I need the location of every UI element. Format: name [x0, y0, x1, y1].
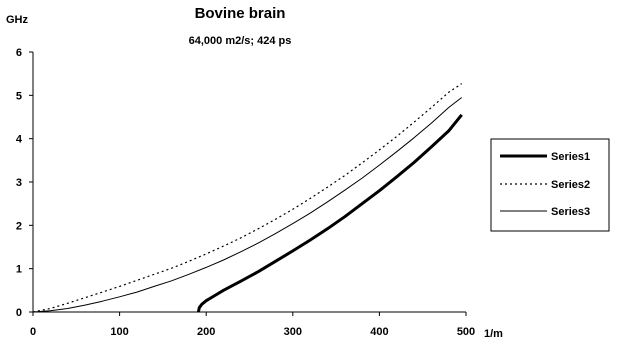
y-tick-label: 3	[16, 177, 22, 189]
x-tick-label: 500	[457, 326, 475, 338]
legend-label-series2: Series2	[551, 179, 590, 191]
y-tick-label: 5	[16, 90, 22, 102]
x-tick-label: 300	[284, 326, 302, 338]
y-tick-label: 4	[16, 134, 23, 146]
y-axis-label: GHz	[6, 14, 29, 26]
x-tick-label: 100	[110, 326, 128, 338]
chart-title: Bovine brain	[195, 5, 286, 22]
x-tick-label: 0	[30, 326, 36, 338]
legend-label-series1: Series1	[551, 151, 590, 163]
x-axis-label: 1/m	[484, 328, 503, 340]
y-tick-label: 1	[16, 264, 22, 276]
x-tick-label: 200	[197, 326, 215, 338]
axes: 0 1 2 3 4 5 6 0 100 200 300 400 500	[16, 47, 475, 338]
series-line-series3	[32, 97, 463, 313]
y-tick-label: 2	[16, 220, 22, 232]
legend-box	[490, 138, 610, 232]
y-tick-label: 0	[16, 307, 22, 319]
chart-subtitle: 64,000 m2/s; 424 ps	[189, 35, 292, 47]
legend: Series1 Series2 Series3	[490, 138, 610, 232]
x-tick-label: 400	[370, 326, 388, 338]
series-line-series2	[32, 83, 463, 313]
series-line-series1	[196, 113, 463, 313]
legend-label-series3: Series3	[551, 206, 590, 218]
series-lines	[32, 83, 463, 313]
y-tick-label: 6	[16, 47, 22, 59]
